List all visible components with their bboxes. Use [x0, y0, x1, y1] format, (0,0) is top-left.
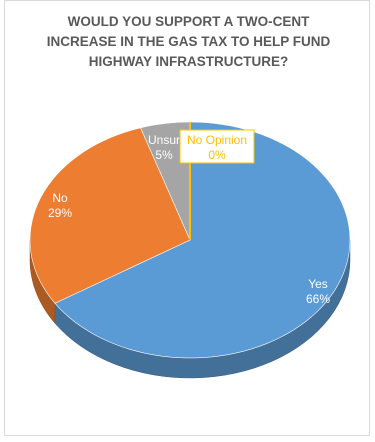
data-label-box	[179, 129, 255, 164]
chart-title: WOULD YOU SUPPORT A TWO-CENT INCREASE IN…	[46, 14, 331, 69]
data-label-percent: 5%	[155, 148, 173, 162]
pie-slice-no	[29, 127, 191, 304]
data-label-percent: 0%	[208, 148, 226, 162]
data-label-category: No Opinion	[187, 133, 247, 147]
data-label-category: Unsur	[148, 133, 180, 147]
data-label-percent: 66%	[306, 292, 330, 306]
pie-slice-unsure	[140, 121, 191, 241]
pie-slices	[29, 121, 351, 359]
data-label-percent: 29%	[48, 206, 72, 220]
pie-slice-yes	[54, 121, 351, 359]
data-label-category: No	[52, 191, 68, 205]
data-label-category: Yes	[308, 277, 328, 291]
